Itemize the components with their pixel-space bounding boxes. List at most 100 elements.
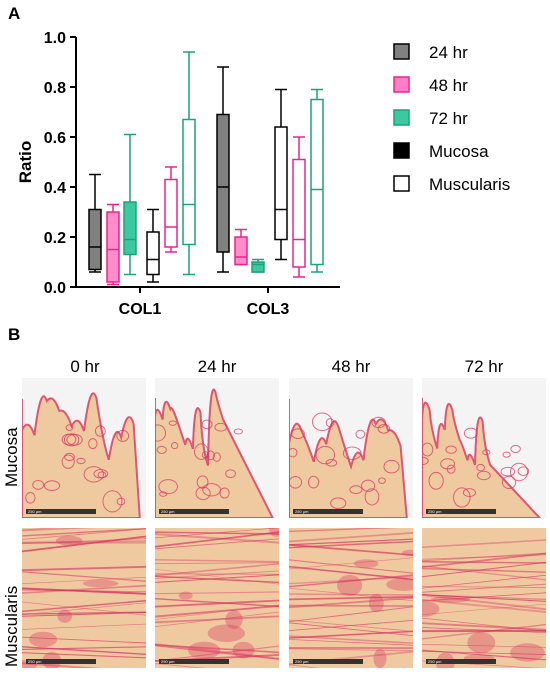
crypt-outline <box>445 445 457 454</box>
micrograph-image: 250 µm <box>422 528 546 668</box>
legend-label: 72 hr <box>429 109 468 128</box>
box-col3-muscularis-72hr <box>310 88 324 273</box>
crypt-outline <box>206 450 216 461</box>
crypt-outline <box>462 488 477 498</box>
muscle-fiber <box>22 646 146 651</box>
muscle-fiber <box>289 635 413 644</box>
muscle-fiber <box>422 603 546 616</box>
collagen-patch <box>353 559 379 569</box>
crypt-outline <box>422 442 434 457</box>
muscle-fiber <box>22 528 97 532</box>
scale-bar <box>293 659 363 664</box>
muscle-fiber <box>155 591 279 595</box>
crypt-outline <box>440 458 456 470</box>
box-col3-muscularis-24hr <box>274 88 288 261</box>
box-iqr <box>164 178 178 248</box>
crypt-outline <box>88 438 98 450</box>
muscle-fiber <box>422 594 546 601</box>
muscle-fiber <box>22 599 146 613</box>
crypt-outline <box>463 427 478 439</box>
box-iqr <box>88 208 102 271</box>
scale-bar-label: 250 µm <box>295 509 309 514</box>
crypt-outline <box>311 412 333 432</box>
crypt-outline <box>196 475 209 489</box>
crypt-outline <box>168 420 177 426</box>
crypt-outline <box>43 480 61 492</box>
muscle-fiber <box>289 630 413 639</box>
box-col3-mucosa-48hr <box>234 228 248 266</box>
column-label-48hr: 48 hr <box>331 357 371 376</box>
crypt-outline <box>364 488 380 506</box>
crypt-outline <box>517 466 530 476</box>
crypt-outline <box>93 469 109 479</box>
muscle-fiber <box>422 567 546 573</box>
collagen-patch <box>232 641 255 659</box>
scale-bar-label: 250 µm <box>295 659 309 664</box>
muscle-fiber <box>289 619 413 632</box>
muscle-fiber <box>289 639 413 646</box>
box-iqr <box>274 126 288 241</box>
column-label-0hr: 0 hr <box>70 357 100 376</box>
box-iqr <box>216 113 230 253</box>
muscle-fiber <box>422 552 546 568</box>
muscle-fiber <box>422 594 546 602</box>
box-col1-muscularis-72hr <box>182 51 196 276</box>
tissue-region <box>22 392 141 518</box>
crypt-outline <box>315 445 336 465</box>
crypt-outline <box>63 433 80 447</box>
legend-swatch <box>393 76 410 93</box>
collagen-patch <box>55 535 83 546</box>
muscle-fiber <box>155 531 279 548</box>
crypt-outline <box>383 459 400 474</box>
row-label-mucosa: Mucosa <box>2 427 21 487</box>
y-tick-label: 1.0 <box>44 30 66 47</box>
muscle-fiber <box>22 636 146 644</box>
legend-label: Muscularis <box>429 175 510 194</box>
muscle-fiber <box>22 589 146 592</box>
muscle-fiber <box>22 602 146 616</box>
legend-label: 24 hr <box>429 43 468 62</box>
muscle-fiber <box>289 540 413 549</box>
micrograph-image: 250 µm <box>155 378 279 518</box>
crypt-outline <box>502 451 511 458</box>
crypt-outline <box>156 445 167 454</box>
crypt-outline <box>201 419 213 430</box>
micrograph-muscularis-48hr: 250 µm <box>289 528 413 668</box>
muscle-fiber <box>22 587 146 595</box>
micrograph-image: 250 µm <box>289 378 413 518</box>
micrograph-image: 250 µm <box>155 528 279 668</box>
muscle-fiber <box>422 650 546 655</box>
micrograph-image: 250 µm <box>422 378 546 518</box>
muscle-fiber <box>155 645 279 662</box>
muscle-fiber <box>22 528 146 540</box>
crypt-outline <box>342 446 362 460</box>
box-iqr <box>182 118 196 246</box>
crypt-outline <box>64 452 75 461</box>
scale-bar-label: 250 µm <box>161 509 175 514</box>
scale-bar-label: 250 µm <box>428 659 442 664</box>
crypt-outline <box>94 425 106 437</box>
crypt-outline <box>32 479 45 490</box>
row-label-muscularis: Muscularis <box>2 585 21 667</box>
scale-bar <box>26 509 96 514</box>
muscle-fiber <box>422 598 546 614</box>
legend-swatch <box>393 142 410 159</box>
crypt-outline <box>219 487 230 499</box>
collagen-patch <box>57 609 73 623</box>
muscle-fiber <box>22 662 102 668</box>
muscle-fiber <box>422 554 546 560</box>
muscle-fiber <box>289 622 413 637</box>
collagen-patch <box>430 596 471 603</box>
crypt-outline <box>428 471 444 490</box>
box-col3-muscularis-48hr <box>292 136 306 278</box>
crypt-outline <box>159 491 168 497</box>
muscle-fiber <box>422 617 546 632</box>
crypt-outline <box>361 479 376 492</box>
muscle-fiber <box>289 595 413 601</box>
muscle-fiber <box>22 571 146 582</box>
muscle-fiber <box>155 611 279 628</box>
micrograph-muscularis-24hr: 250 µm <box>155 528 279 668</box>
muscle-fiber <box>155 533 279 544</box>
micrograph-image: 250 µm <box>22 528 146 668</box>
collagen-patch <box>467 632 496 654</box>
